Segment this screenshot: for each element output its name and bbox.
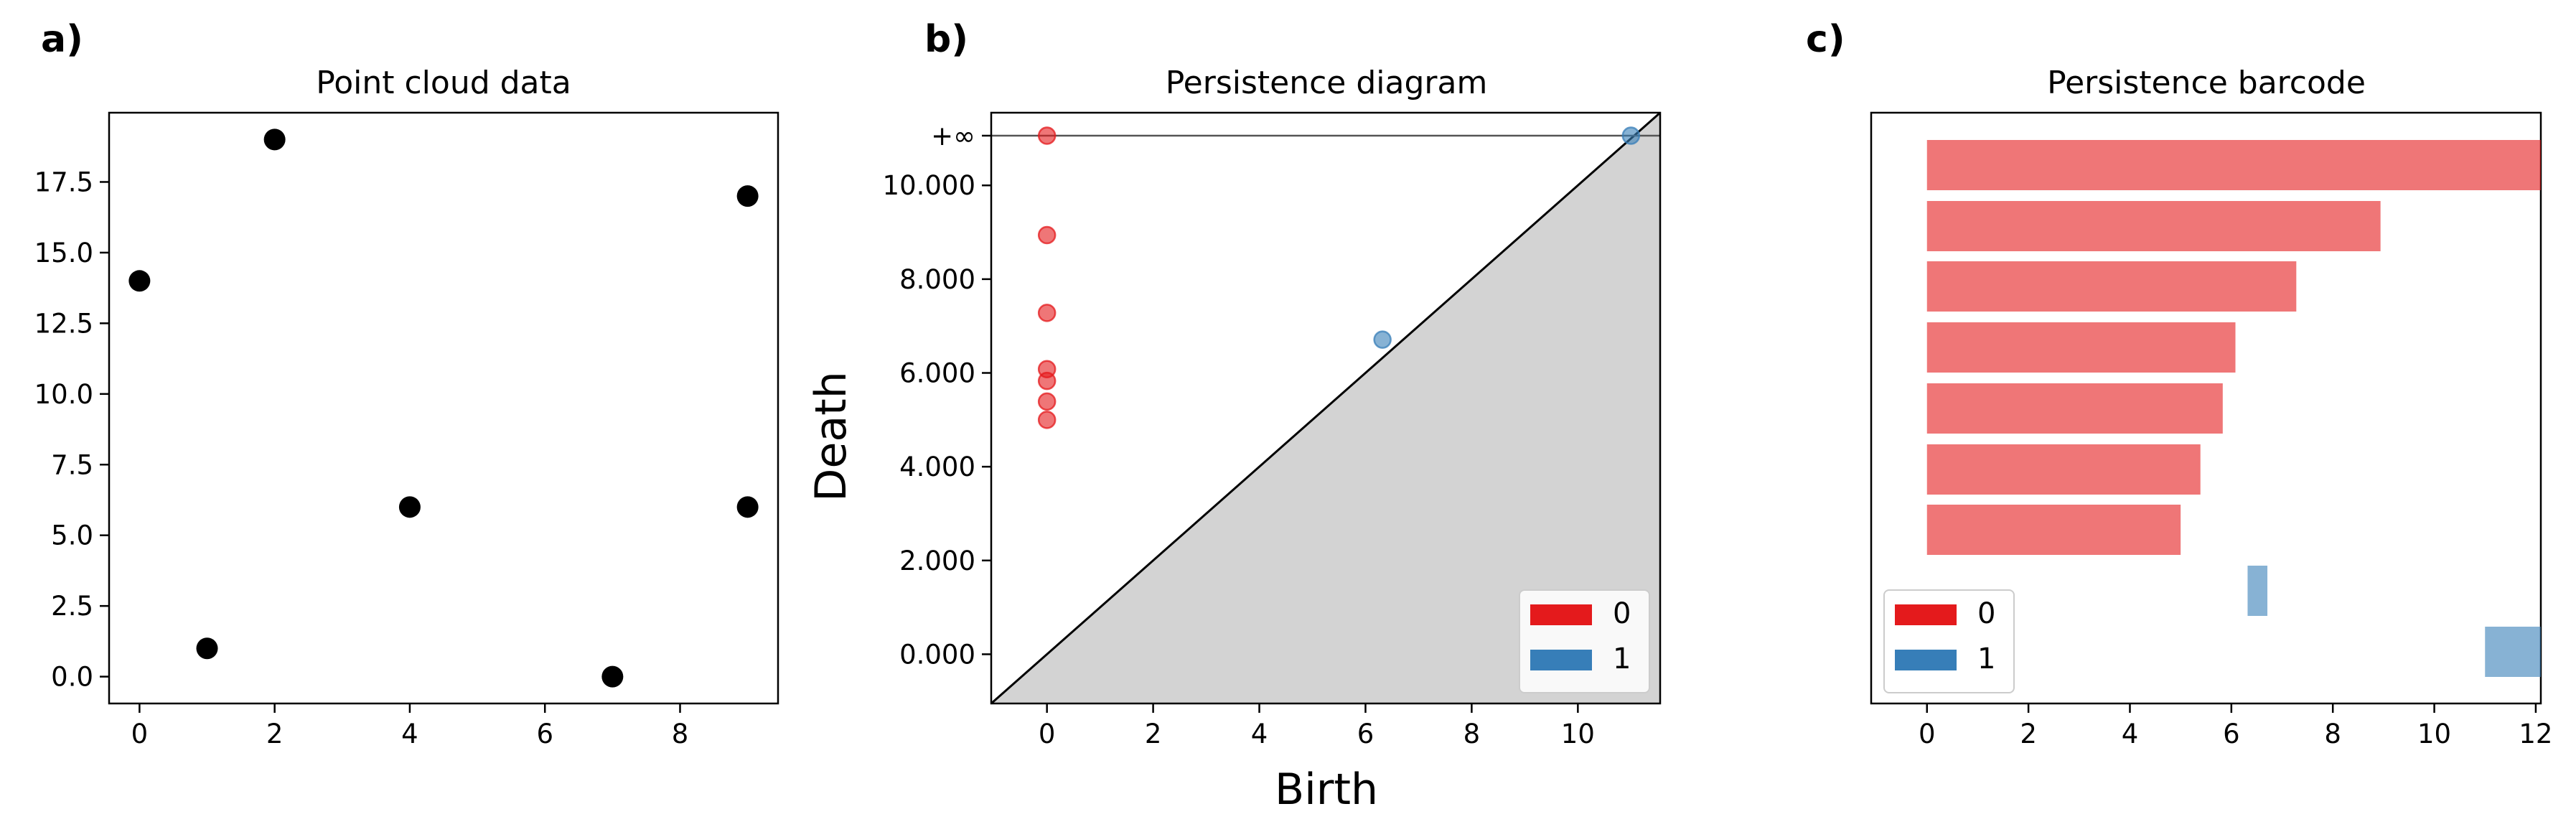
data-point — [128, 270, 151, 292]
y-tick-label: 12.5 — [34, 308, 93, 339]
axes-frame — [990, 111, 1662, 705]
legend-label: 0 — [1977, 597, 1995, 630]
x-tick-label: 10 — [1561, 719, 1595, 749]
diagram-point-dim-0 — [1037, 392, 1057, 411]
x-tick-label: 4 — [1251, 719, 1268, 749]
legend-swatch — [1895, 650, 1957, 670]
y-tick-label-infinity: +∞ — [931, 121, 975, 151]
legend-swatch — [1530, 650, 1592, 670]
panel-label-a: a) — [41, 18, 83, 61]
barcode-bar-dim-0 — [1926, 383, 2223, 434]
barcode-bar-dim-0 — [1926, 261, 2297, 312]
diagram-point-dim-0 — [1037, 225, 1057, 245]
x-tick-label: 2 — [266, 719, 284, 749]
barcode-bar-dim-0 — [1926, 201, 2381, 251]
x-tick-label: 0 — [131, 719, 149, 749]
title-b: Persistence diagram — [1166, 65, 1488, 101]
title-c: Persistence barcode — [2047, 65, 2366, 101]
x-tick-label: 6 — [1357, 719, 1374, 749]
barcode-bar-dim-0 — [1926, 322, 2236, 373]
x-tick-label: 10 — [2417, 719, 2451, 749]
diagonal-line — [990, 111, 1661, 705]
y-tick-label: 10.000 — [883, 170, 975, 201]
diagram-point-dim-1 — [1373, 330, 1392, 349]
y-tick-label: 10.0 — [34, 379, 93, 410]
y-tick-label: 17.5 — [34, 167, 93, 197]
y-tick-label: 8.000 — [899, 264, 975, 295]
x-tick-label: 6 — [2223, 719, 2240, 749]
title-a: Point cloud data — [316, 65, 571, 101]
barcode-bar-dim-1 — [2485, 627, 2541, 677]
barcode-bar-dim-0 — [1926, 505, 2181, 555]
data-point — [736, 496, 759, 518]
diagram-point-dim-0 — [1037, 360, 1057, 379]
point-cloud-plot: 0 2 4 6 8 0.0 2.5 5.0 7.5 10.0 12.5 15.0 17.5 — [34, 111, 779, 749]
x-tick-label: 8 — [672, 719, 689, 749]
x-tick-label: 2 — [1145, 719, 1162, 749]
x-tick-label: 8 — [2324, 719, 2341, 749]
y-tick-label: 6.000 — [899, 358, 975, 389]
x-tick-label: 0 — [1919, 719, 1936, 749]
y-tick-label: 2.5 — [51, 591, 93, 622]
y-axis-label-death: Death — [806, 371, 856, 501]
diagram-point-dim-0 — [1037, 411, 1057, 429]
data-point — [398, 496, 421, 518]
data-point — [736, 185, 759, 207]
legend-label: 1 — [1613, 642, 1631, 675]
x-tick-label: 4 — [2122, 719, 2139, 749]
x-tick-label: 4 — [401, 719, 418, 749]
panel-label-c: c) — [1806, 18, 1845, 61]
y-tick-label: 0.000 — [899, 639, 975, 670]
x-tick-label: 12 — [2519, 719, 2552, 749]
barcode-bar-dim-0 — [1926, 444, 2201, 495]
persistence-barcode-plot: 0 2 4 6 8 10 12 0 1 — [1870, 111, 2552, 749]
persistence-diagram-plot: 0 2 4 6 8 100.0002.0004.0006.0008.00010.000+∞… — [883, 111, 1662, 749]
y-tick-label: 4.000 — [899, 452, 975, 482]
legend-label: 1 — [1977, 642, 1995, 675]
x-tick-label: 6 — [536, 719, 553, 749]
barcode-bar-dim-0 — [1926, 140, 2541, 190]
panel-label-b: b) — [924, 18, 968, 61]
data-point — [263, 128, 286, 151]
x-axis-label-birth: Birth — [1275, 764, 1378, 815]
y-tick-label: 0.0 — [51, 662, 93, 693]
legend-swatch — [1530, 604, 1592, 625]
legend-label: 0 — [1613, 597, 1631, 630]
x-tick-label: 2 — [2020, 719, 2037, 749]
legend-swatch — [1895, 604, 1957, 625]
axes-frame — [108, 111, 779, 705]
y-tick-label: 2.000 — [899, 546, 975, 576]
x-tick-label: 8 — [1463, 719, 1481, 749]
y-tick-label: 5.0 — [51, 520, 93, 551]
diagram-point-dim-1 — [1621, 126, 1641, 145]
y-tick-label: 15.0 — [34, 238, 93, 268]
diagram-point-dim-0 — [1037, 304, 1057, 322]
data-point — [196, 637, 218, 660]
data-point — [601, 665, 624, 688]
diagram-point-dim-0 — [1037, 126, 1057, 145]
barcode-bar-dim-1 — [2247, 566, 2268, 616]
x-tick-label: 0 — [1039, 719, 1056, 749]
y-tick-label: 7.5 — [51, 449, 93, 480]
